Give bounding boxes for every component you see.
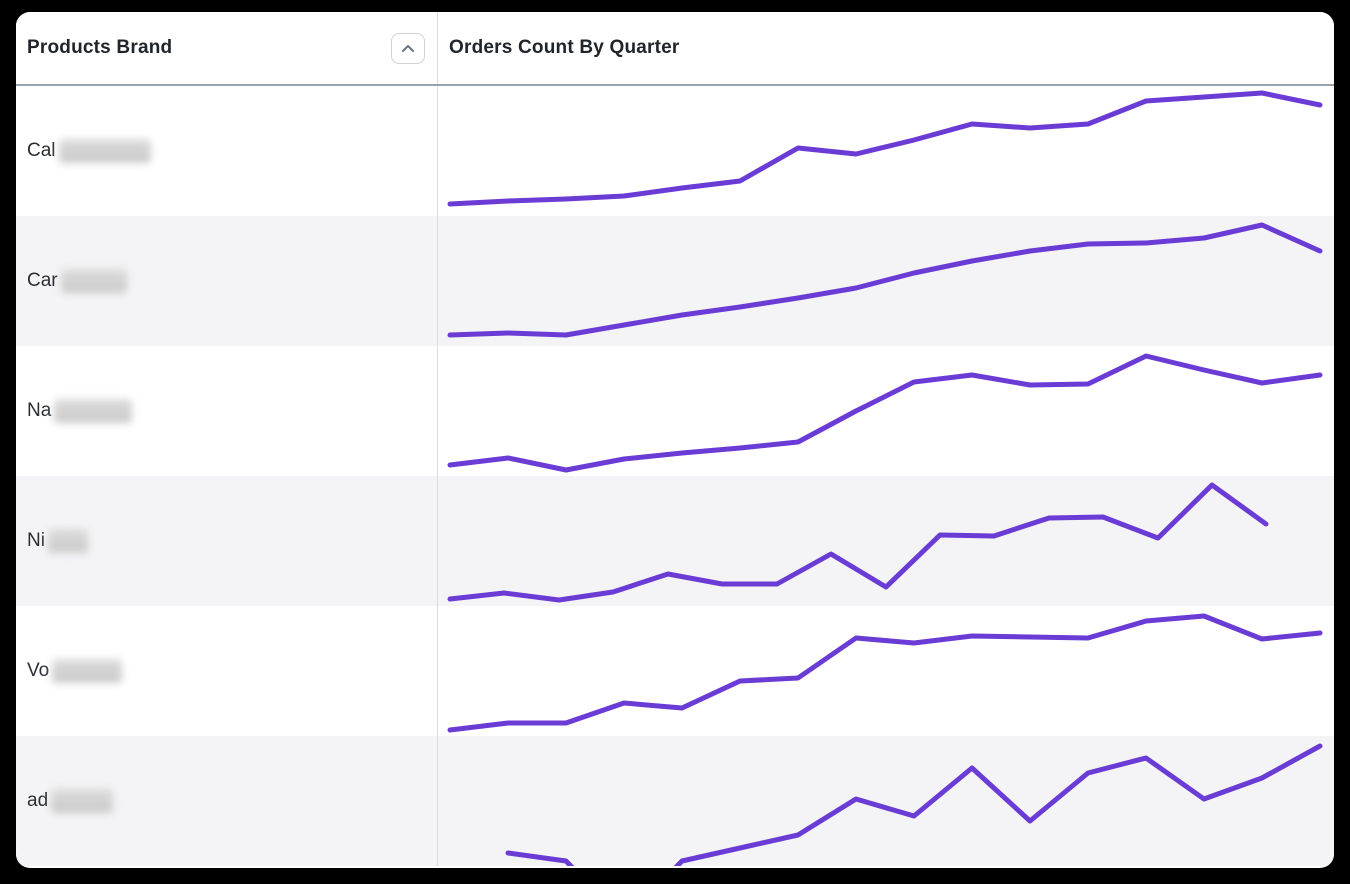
brand-label: ad [27,790,49,811]
table-header: Products Brand Orders Count By Quarter [16,12,1334,86]
redacted-text [58,139,151,163]
sparkline-cell [438,216,1334,346]
column-header-products-brand[interactable]: Products Brand [27,37,173,58]
sparkline-cell [438,736,1334,866]
table-row[interactable]: ad [16,736,1334,866]
redacted-text [47,529,88,553]
table-row[interactable]: Ni [16,476,1334,606]
brand-cell: Car [16,216,438,346]
header-cell-products-brand: Products Brand [16,12,438,84]
table-row[interactable]: Vo [16,606,1334,736]
brand-cell: Na [16,346,438,476]
sparkline-chart [447,482,1269,603]
redacted-text [54,399,133,423]
sparkline-cell [438,86,1334,216]
sparkline-chart [447,90,1323,207]
column-header-orders-count[interactable]: Orders Count By Quarter [449,37,680,58]
brand-cell: Vo [16,606,438,736]
header-cell-orders-count: Orders Count By Quarter [438,12,1334,84]
table-row[interactable]: Car [16,216,1334,346]
sparkline-cell [438,346,1334,476]
sparkline-cell [438,476,1334,606]
brand-label: Vo [27,660,50,681]
sparkline-chart [447,353,1323,473]
brand-cell: Cal [16,86,438,216]
table-body: Cal Car Na Ni [16,86,1334,866]
brand-label: Ni [27,530,45,551]
table-row[interactable]: Cal [16,86,1334,216]
sparkline-chart [505,743,1323,866]
brand-label: Na [27,400,52,421]
chevron-up-icon [402,44,414,52]
table-card: Products Brand Orders Count By Quarter C… [16,12,1334,868]
sparkline-chart [447,222,1323,338]
redacted-text [52,659,123,683]
table-row[interactable]: Na [16,346,1334,476]
sparkline-cell [438,606,1334,736]
brand-cell: ad [16,736,438,866]
brand-label: Car [27,270,58,291]
brand-label: Cal [27,140,56,161]
brand-cell: Ni [16,476,438,606]
redacted-text [51,789,114,813]
sparkline-chart [447,613,1323,733]
sort-button[interactable] [391,32,425,64]
redacted-text [60,269,127,293]
